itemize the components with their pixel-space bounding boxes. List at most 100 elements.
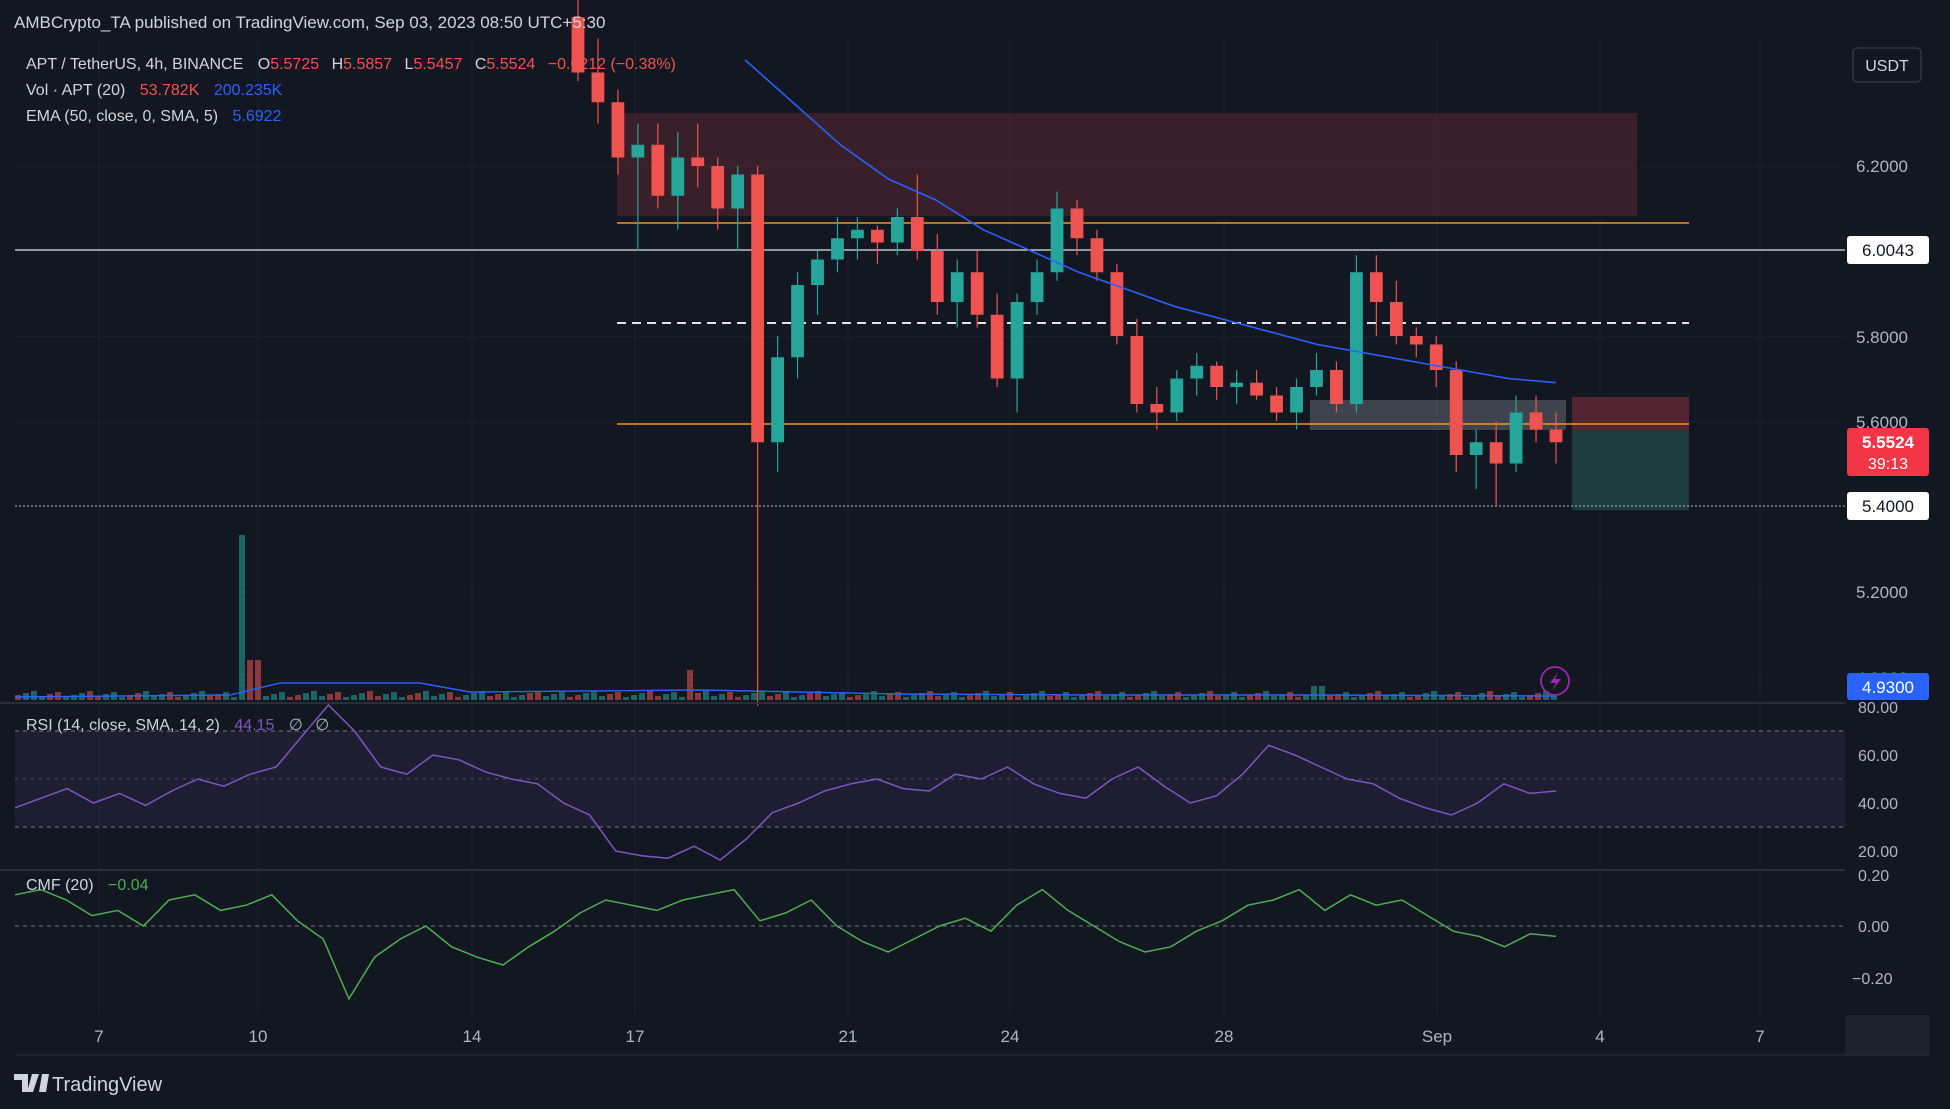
candle-body — [1549, 429, 1563, 443]
volume-bar — [503, 692, 509, 700]
volume-bar — [695, 693, 701, 700]
time-axis[interactable]: 7 10 14 17 21 24 28 Sep 4 7 — [94, 1027, 1764, 1046]
volume-bar — [543, 696, 549, 700]
volume-bar — [775, 694, 781, 700]
volume-bar — [559, 692, 565, 700]
volume-bar — [967, 695, 973, 700]
volume-bar — [1079, 695, 1085, 700]
volume-bar — [1127, 697, 1133, 700]
volume-bar — [991, 696, 997, 700]
cmf-legend[interactable]: CMF (20) −0.04 — [26, 877, 149, 894]
volume-bar — [87, 691, 93, 700]
svg-text:Vol · APT (20) 53.782K: Vol · APT (20) 53.782K 200.235K — [26, 82, 283, 99]
candle-body — [851, 229, 864, 239]
cmf-label[interactable]: CMF (20) — [26, 877, 94, 894]
volume-value: 53.782K — [140, 82, 200, 99]
candle-body — [1090, 238, 1104, 273]
time-axis-corner — [1845, 1015, 1929, 1055]
candle-body — [1190, 365, 1204, 379]
volume-bar — [1503, 694, 1509, 700]
volume-bar — [31, 691, 37, 700]
volume-bars — [14, 535, 1557, 700]
volume-bar — [863, 693, 869, 700]
candle-countdown: 39:13 — [1868, 456, 1908, 473]
time-label: Sep — [1422, 1027, 1452, 1046]
volume-bar — [1135, 695, 1141, 700]
cmf-tick: 0.20 — [1858, 868, 1889, 885]
candle-body — [1509, 412, 1523, 464]
close-value: 5.5524 — [486, 56, 535, 73]
volume-bar — [223, 692, 229, 700]
volume-bar — [1183, 697, 1189, 700]
tradingview-logo[interactable]: TradingView — [14, 1074, 163, 1096]
ema-value: 5.6922 — [233, 108, 282, 125]
volume-bar — [655, 696, 661, 700]
svg-text:APT / TetherUS, 4h, BINANCE: APT / TetherUS, 4h, BINANCE O5.5725 H5.5… — [26, 56, 676, 73]
volume-bar — [1367, 693, 1373, 700]
close-label: C — [475, 56, 487, 73]
candle-body — [1310, 370, 1323, 387]
main-legend[interactable]: APT / TetherUS, 4h, BINANCE O5.5725 H5.5… — [26, 56, 676, 125]
volume-bar — [711, 696, 717, 700]
rsi-extra-1: ∅ — [289, 717, 303, 734]
low-value: 5.5457 — [413, 56, 462, 73]
volume-bar — [1351, 697, 1357, 700]
time-label: 4 — [1595, 1027, 1604, 1046]
candle-body — [1250, 382, 1263, 396]
price-tick: 5.8000 — [1856, 328, 1908, 347]
price-tick: 5.2000 — [1856, 583, 1908, 602]
volume-bar — [511, 697, 517, 700]
volume-bar — [735, 697, 741, 700]
volume-bar — [295, 695, 301, 700]
candle-body — [930, 251, 944, 302]
symbol-label[interactable]: APT / TetherUS, 4h, BINANCE — [26, 56, 243, 73]
volume-bar — [1423, 693, 1429, 700]
volume-bar — [159, 694, 165, 700]
candle-body — [731, 174, 745, 209]
candle-body — [1429, 344, 1443, 370]
lightning-icon[interactable] — [1540, 666, 1570, 696]
candlesticks[interactable] — [571, 0, 1563, 706]
volume-bar — [1447, 694, 1453, 700]
volume-bar — [719, 694, 725, 700]
volume-bar — [607, 694, 613, 700]
volume-bar — [799, 695, 805, 700]
ema-label[interactable]: EMA (50, close, 0, SMA, 5) — [26, 108, 218, 125]
stop-zone — [1572, 397, 1689, 430]
volume-bar — [279, 692, 285, 700]
volume-bar — [983, 691, 989, 700]
high-label: H — [332, 56, 344, 73]
currency-button[interactable] — [1852, 47, 1922, 83]
volume-bar — [1119, 692, 1125, 700]
candle-body — [1050, 208, 1064, 273]
volume-bar — [767, 696, 773, 700]
volume-bar — [247, 660, 253, 700]
volume-bar — [1223, 694, 1229, 700]
volume-bar — [855, 695, 861, 700]
high-value: 5.5857 — [343, 56, 392, 73]
volume-bar — [343, 697, 349, 700]
volume-bar — [319, 696, 325, 700]
volume-bar — [1015, 697, 1021, 700]
volume-bar — [671, 692, 677, 700]
volume-bar — [1319, 686, 1325, 700]
price-axis[interactable]: USDT 6.2000 5.8000 5.6000 5.2000 4.9000 … — [1847, 47, 1929, 988]
volume-bar — [175, 697, 181, 700]
volume-bar — [1039, 691, 1045, 700]
rsi-label[interactable]: RSI (14, close, SMA, 14, 2) — [26, 717, 220, 734]
price-badge-label: 5.4000 — [1862, 497, 1914, 516]
candle-body — [611, 102, 625, 158]
volume-bar — [663, 694, 669, 700]
rsi-legend[interactable]: RSI (14, close, SMA, 14, 2) 44.15 ∅ ∅ — [26, 717, 329, 734]
volume-bar — [447, 692, 453, 700]
volume-bar — [727, 692, 733, 700]
candle-body — [771, 357, 784, 443]
volume-bar — [367, 691, 373, 700]
candle-body — [1529, 412, 1543, 430]
volume-bar — [895, 692, 901, 700]
last-price-badge — [1847, 428, 1929, 476]
candle-body — [910, 217, 924, 251]
volume-bar — [927, 691, 933, 700]
volume-label[interactable]: Vol · APT (20) — [26, 82, 125, 99]
